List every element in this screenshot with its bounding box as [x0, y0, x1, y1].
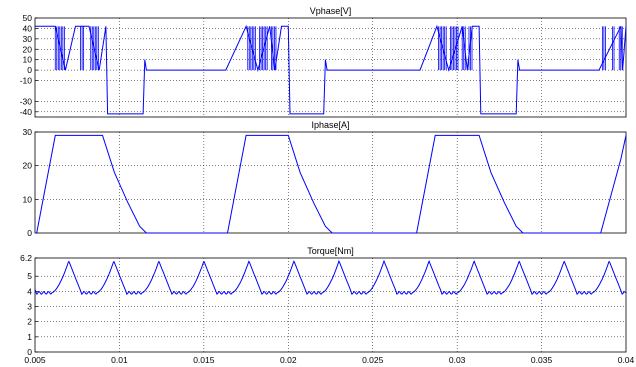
panel-title: Iphase[A]	[311, 120, 349, 130]
y-tick-label: -40	[20, 107, 33, 117]
plot-area	[34, 17, 627, 118]
y-tick-label: 30	[23, 34, 33, 44]
y-tick-label: 20	[23, 44, 33, 54]
x-tick-label: 0.035	[531, 355, 553, 365]
series-line	[35, 24, 627, 115]
y-tick-label: 30	[23, 127, 33, 137]
y-tick-label: 3	[27, 302, 32, 312]
y-tick-label: 1	[27, 332, 32, 342]
panel-title: Torque[Nm]	[307, 246, 354, 256]
y-tick-label: 10	[23, 194, 33, 204]
x-tick-label: 0.03	[449, 355, 466, 365]
plot-area	[34, 257, 627, 353]
y-tick-label: 0	[27, 65, 32, 75]
panel-2: 30 20 10 0 Iphase[A]	[23, 120, 627, 238]
series-line	[34, 259, 627, 295]
y-tick-label: 20	[23, 161, 33, 171]
x-tick-label: 0.015	[193, 355, 215, 365]
plot-area	[34, 131, 627, 234]
y-tick-label: 4	[27, 286, 32, 296]
y-tick-label: 0	[27, 228, 32, 238]
x-tick-label: 0.04	[618, 355, 635, 365]
x-tick-label: 0.02	[280, 355, 297, 365]
panel-3: 6.2 5 4 3 2 1 0 Torque[Nm] 0.005 0.01 0.015 0.02 0.0…	[20, 246, 634, 365]
y-tick-label: 0	[27, 347, 32, 357]
y-tick-label: 6.2	[20, 253, 32, 263]
y-tick-label: 10	[23, 55, 33, 65]
y-tick-label: 5	[27, 271, 32, 281]
y-tick-label: -10	[20, 76, 33, 86]
series-line	[35, 134, 627, 234]
y-tick-label: 40	[23, 23, 33, 33]
x-tick-label: 0.025	[362, 355, 384, 365]
x-tick-label: 0.005	[24, 355, 46, 365]
x-tick-label: 0.01	[111, 355, 128, 365]
y-tick-label: 50	[23, 13, 33, 23]
y-tick-label: 2	[27, 317, 32, 327]
panel-title: Vphase[V]	[310, 6, 352, 16]
y-tick-label: -30	[20, 96, 33, 106]
